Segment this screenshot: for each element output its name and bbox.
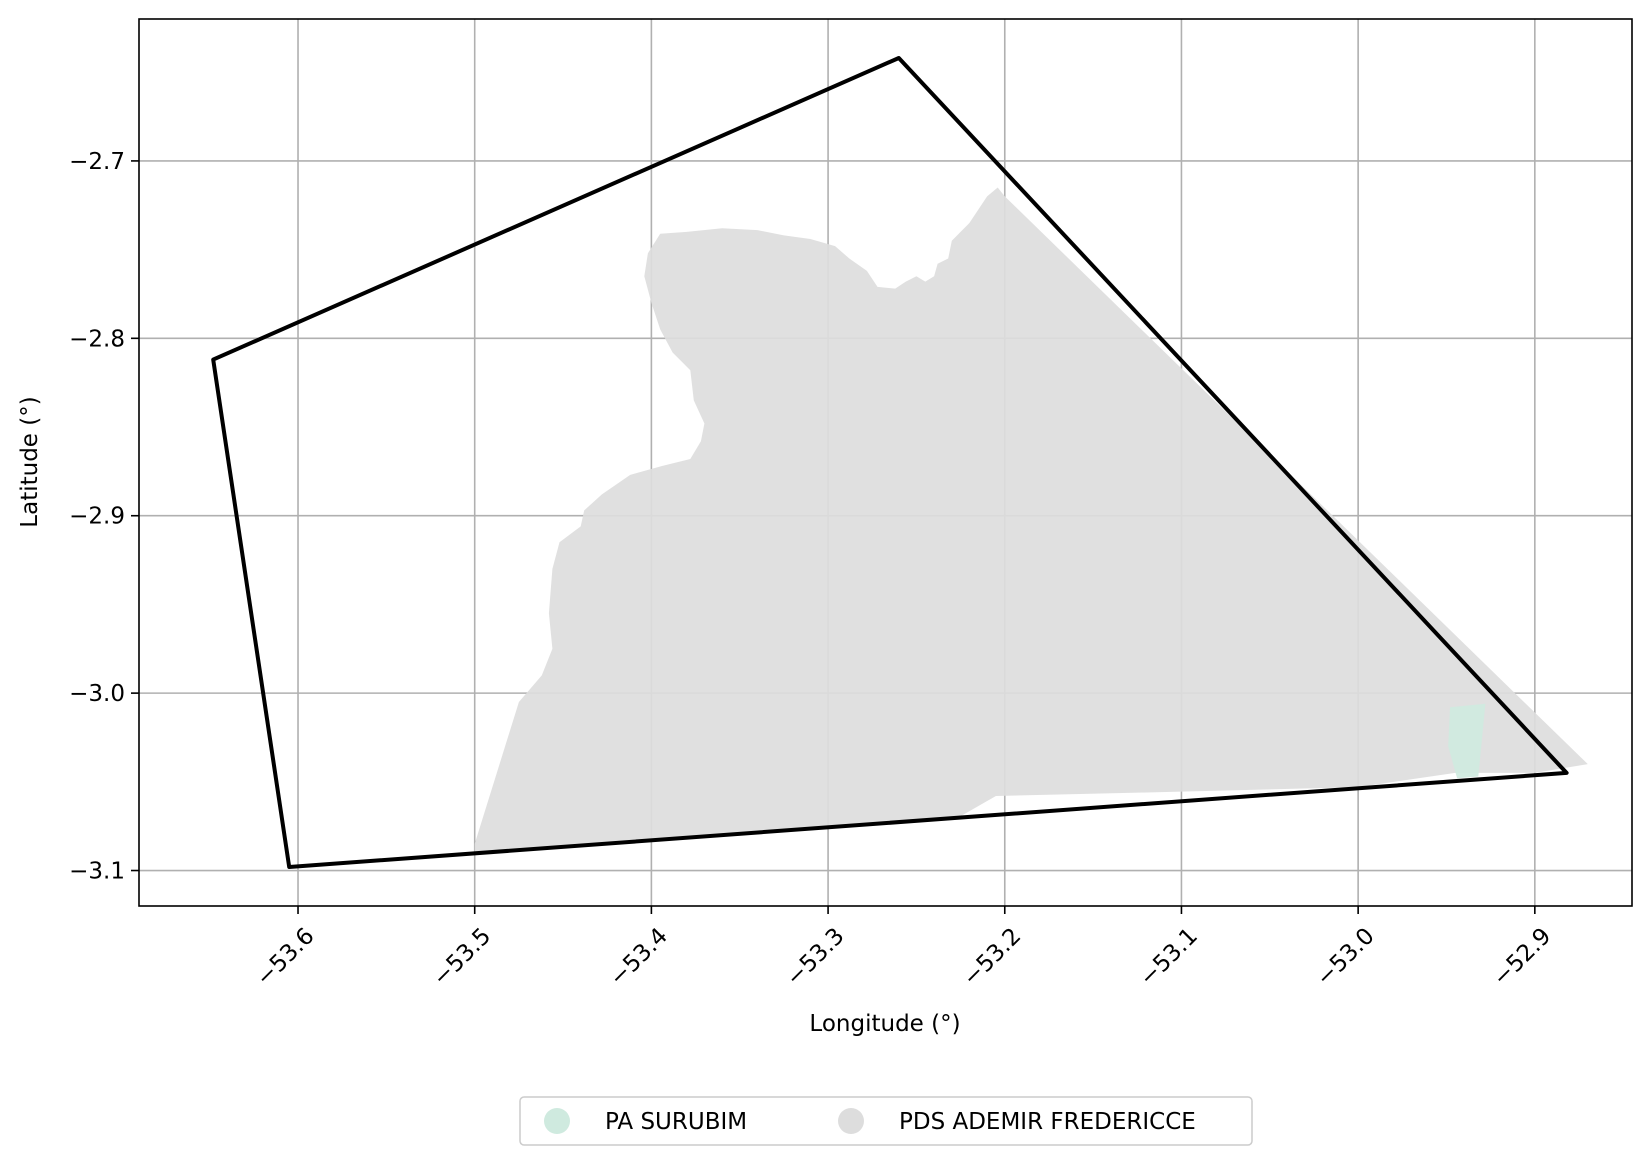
x-axis-label: Longitude (°) <box>809 1011 960 1037</box>
y-tick-label: −2.8 <box>69 326 125 352</box>
legend-marker-pa-surubim <box>544 1108 570 1134</box>
x-tick-label: −52.9 <box>1488 923 1556 991</box>
y-axis-label: Latitude (°) <box>17 396 43 527</box>
y-axis-ticks: −2.7 −2.8 −2.9 −3.0 −3.1 <box>69 149 139 885</box>
legend-frame <box>519 1096 1253 1146</box>
y-tick-label: −2.9 <box>69 504 125 530</box>
x-tick-label: −53.6 <box>251 923 319 991</box>
y-tick-label: −3.0 <box>69 681 125 707</box>
x-axis-ticks: −53.6 −53.5 −53.4 −53.3 −53.2 −53.1 −53.0 −52.9 <box>251 906 1556 991</box>
legend-marker-pds-ademir-fredericce <box>838 1108 864 1134</box>
y-tick-label: −3.1 <box>69 859 125 885</box>
x-tick-label: −53.2 <box>958 923 1026 991</box>
y-tick-label: −2.7 <box>69 149 125 175</box>
plot-frame <box>138 18 1633 907</box>
map-areas <box>474 187 1588 853</box>
area-pa-surubim <box>1448 703 1486 779</box>
x-tick-label: −53.1 <box>1135 923 1203 991</box>
legend: PA SURUBIM PDS ADEMIR FREDERICCE <box>519 1096 1253 1146</box>
area-pds-ademir-fredericce <box>474 187 1588 853</box>
legend-label-pa-surubim: PA SURUBIM <box>605 1109 747 1135</box>
boundary-polygon-layer <box>211 56 1569 869</box>
x-tick-label: −53.4 <box>605 923 673 991</box>
x-tick-label: −53.3 <box>781 923 849 991</box>
legend-label-pds-ademir-fredericce: PDS ADEMIR FREDERICCE <box>899 1109 1196 1135</box>
boundary-polygon <box>211 56 1569 869</box>
x-tick-label: −53.5 <box>428 923 496 991</box>
x-tick-label: −53.0 <box>1311 923 1379 991</box>
